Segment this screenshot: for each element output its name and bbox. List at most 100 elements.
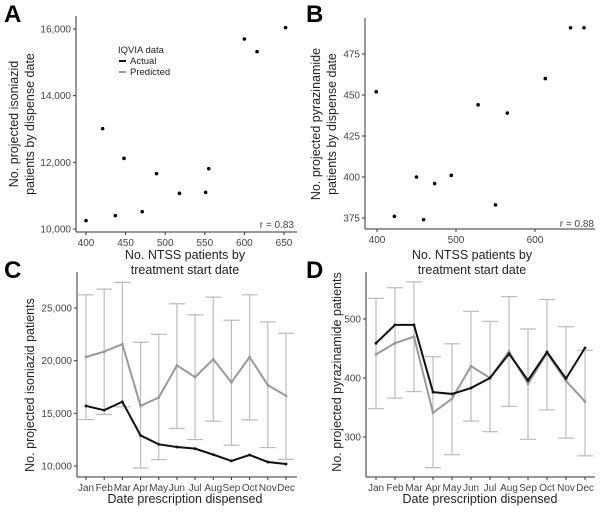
y-tick-label: 375 (343, 214, 360, 225)
correlation-annotation: r = 0.83 (260, 220, 295, 231)
data-point (414, 175, 419, 179)
data-point (392, 214, 397, 219)
series-point-actual (469, 386, 473, 390)
x-tick-label: Aug (500, 483, 518, 494)
y-axis-title-line2: patients by dispense date (23, 53, 37, 195)
data-point (177, 191, 182, 196)
x-tick-label: 500 (448, 235, 465, 246)
series-point-actual (157, 442, 161, 446)
x-tick-label: Dec (576, 483, 594, 494)
data-point (476, 103, 480, 107)
x-tick-label: 600 (236, 238, 253, 249)
series-point-actual (412, 323, 416, 327)
x-tick-label: 400 (369, 235, 386, 246)
x-tick-label: 600 (527, 235, 544, 246)
x-tick-label: Dec (277, 483, 295, 494)
y-axis-title-line1: No. projected isoniazid (7, 61, 21, 188)
y-tick-label: 400 (343, 173, 360, 184)
data-point (203, 190, 208, 195)
x-tick-label: 450 (117, 238, 134, 249)
series-point-actual (139, 434, 142, 437)
panel-letter-b: B (306, 1, 323, 28)
series-point-actual (266, 460, 270, 464)
data-point (84, 218, 88, 223)
series-point-actual (545, 350, 549, 354)
series-point-predicted (469, 364, 473, 368)
y-tick-label: 10,000 (40, 225, 71, 236)
series-line-actual (375, 323, 586, 395)
x-tick-label: Jun (463, 483, 479, 494)
x-tick-label: Aug (204, 483, 222, 494)
y-tick-label: 500 (344, 315, 361, 326)
y-tick-label: 300 (344, 433, 361, 444)
x-axis-title: Date prescription dispensed (108, 492, 263, 506)
x-tick-label: 650 (276, 238, 293, 249)
series-point-actual (583, 346, 587, 350)
series-point-predicted (374, 353, 378, 356)
data-point (242, 37, 247, 41)
panel-a: A No. projected isoniazid patients by di… (4, 1, 294, 277)
data-point (283, 25, 288, 30)
x-tick-label: 550 (196, 238, 213, 249)
series-point-actual (488, 376, 492, 380)
panel-letter-a: A (4, 1, 21, 28)
series-point-predicted (230, 380, 233, 384)
x-tick-label: Sep (519, 483, 537, 494)
series-point-actual (526, 378, 530, 382)
series-point-actual (84, 404, 88, 408)
x-tick-label: Feb (386, 483, 404, 494)
x-tick-label: Jan (368, 483, 384, 494)
data-point (505, 111, 510, 115)
correlation-annotation: r = 0.88 (560, 219, 595, 230)
x-tick-label: Jan (78, 483, 94, 494)
x-tick-label: 500 (157, 238, 174, 249)
series-point-predicted (139, 404, 142, 408)
panel-letter-c: C (4, 257, 21, 284)
y-tick-label: 400 (344, 374, 361, 385)
series-point-predicted (564, 379, 568, 383)
data-point (493, 203, 498, 207)
y-tick-label: 14,000 (40, 91, 71, 102)
series-point-actual (564, 377, 568, 380)
x-tick-label: Jul (189, 483, 202, 494)
series-point-predicted (450, 397, 454, 401)
y-tick-label: 15,000 (41, 409, 72, 420)
x-tick-label: May (149, 483, 168, 494)
y-tick-label: 25,000 (41, 304, 72, 315)
series-point-actual (431, 390, 435, 394)
series-point-actual (393, 323, 397, 327)
series-point-actual (374, 341, 378, 345)
series-point-predicted (583, 400, 587, 403)
x-tick-label: Nov (259, 483, 277, 494)
series-point-actual (230, 459, 233, 463)
y-tick-label: 12,000 (40, 158, 71, 169)
y-tick-label: 10,000 (41, 462, 72, 473)
x-tick-label: Sep (223, 483, 241, 494)
series-point-predicted (431, 411, 435, 415)
x-tick-label: Jun (169, 483, 185, 494)
series-point-actual (102, 408, 106, 412)
data-point (568, 25, 573, 30)
panel-c: C No. projected isoniazid patients Date … (4, 257, 263, 506)
series-point-predicted (393, 341, 397, 345)
series-line-actual (85, 400, 287, 465)
x-tick-label: Apr (425, 483, 441, 494)
legend-title: IQVIA data (118, 45, 165, 56)
data-point (100, 126, 105, 131)
data-point (582, 25, 586, 30)
series-point-predicted (248, 355, 252, 359)
y-axis-title: No. projected pyrazinamide patients (330, 272, 344, 471)
y-tick-label: 425 (343, 132, 360, 143)
panel-b: B No. projected pyrazinamide patients by… (306, 1, 594, 277)
series-point-actual (211, 453, 215, 457)
series-point-predicted (120, 342, 124, 346)
series-point-predicted (412, 335, 416, 339)
x-tick-label: Nov (557, 483, 575, 494)
x-tick-label: 400 (78, 238, 95, 249)
data-point (543, 76, 548, 81)
y-axis-title: No. projected isoniazid patients (23, 298, 37, 472)
x-axis-title-line2: treatment start date (131, 263, 239, 277)
data-point (113, 213, 118, 218)
series-line-predicted (85, 342, 287, 408)
